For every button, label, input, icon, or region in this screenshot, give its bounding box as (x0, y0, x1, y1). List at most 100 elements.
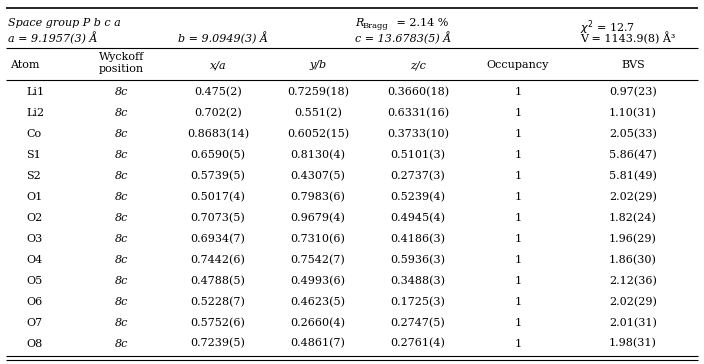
Text: 0.7239(5): 0.7239(5) (191, 339, 246, 349)
Text: 0.7073(5): 0.7073(5) (191, 213, 246, 223)
Text: 0.6934(7): 0.6934(7) (191, 234, 246, 244)
Text: 0.5017(4): 0.5017(4) (191, 192, 246, 202)
Text: 1: 1 (515, 171, 522, 181)
Text: $\chi^2$ = 12.7: $\chi^2$ = 12.7 (580, 18, 635, 37)
Text: x/a: x/a (210, 60, 226, 70)
Text: 1: 1 (515, 192, 522, 202)
Text: 0.5239(4): 0.5239(4) (391, 192, 446, 202)
Text: Atom: Atom (10, 60, 39, 70)
Text: Occupancy: Occupancy (486, 60, 549, 70)
Text: 2.02(29): 2.02(29) (609, 192, 657, 202)
Text: 1: 1 (515, 150, 522, 160)
Text: 0.7259(18): 0.7259(18) (287, 87, 349, 98)
Text: 0.4788(5): 0.4788(5) (191, 276, 246, 286)
Text: O8: O8 (26, 339, 42, 349)
Text: b = 9.0949(3) Å: b = 9.0949(3) Å (178, 32, 268, 44)
Text: 0.702(2): 0.702(2) (194, 108, 242, 119)
Text: y/b: y/b (310, 60, 327, 70)
Text: 8c: 8c (115, 276, 128, 286)
Text: 8c: 8c (115, 297, 128, 307)
Text: S1: S1 (26, 150, 41, 160)
Text: 1: 1 (515, 129, 522, 139)
Text: z/c: z/c (410, 60, 426, 70)
Text: 0.4993(6): 0.4993(6) (291, 276, 346, 286)
Text: O6: O6 (26, 297, 42, 307)
Text: O2: O2 (26, 213, 42, 223)
Text: 1.98(31): 1.98(31) (609, 339, 657, 349)
Text: 8c: 8c (115, 339, 128, 349)
Text: 0.7983(6): 0.7983(6) (291, 192, 346, 202)
Text: 1.96(29): 1.96(29) (609, 234, 657, 244)
Text: 8c: 8c (115, 255, 128, 265)
Text: 1.82(24): 1.82(24) (609, 213, 657, 223)
Text: Co: Co (26, 129, 41, 139)
Text: 0.6590(5): 0.6590(5) (191, 150, 246, 161)
Text: 1: 1 (515, 255, 522, 265)
Text: 0.5101(3): 0.5101(3) (391, 150, 446, 161)
Text: 0.5739(5): 0.5739(5) (191, 171, 246, 181)
Text: 0.4861(7): 0.4861(7) (291, 339, 346, 349)
Text: 0.2737(3): 0.2737(3) (391, 171, 446, 181)
Text: BVS: BVS (621, 60, 645, 70)
Text: 1: 1 (515, 108, 522, 118)
Text: 1: 1 (515, 339, 522, 349)
Text: 0.1725(3): 0.1725(3) (391, 297, 446, 307)
Text: 8c: 8c (115, 129, 128, 139)
Text: 0.9679(4): 0.9679(4) (291, 213, 346, 223)
Text: 0.7542(7): 0.7542(7) (291, 255, 346, 265)
Text: 0.4307(5): 0.4307(5) (291, 171, 346, 181)
Text: 8c: 8c (115, 213, 128, 223)
Text: O1: O1 (26, 192, 42, 202)
Text: Li2: Li2 (26, 108, 44, 118)
Text: O7: O7 (26, 318, 42, 328)
Text: 0.8130(4): 0.8130(4) (291, 150, 346, 161)
Text: 1: 1 (515, 318, 522, 328)
Text: O3: O3 (26, 234, 42, 244)
Text: 0.7310(6): 0.7310(6) (291, 234, 346, 244)
Text: position: position (99, 64, 144, 74)
Text: c = 13.6783(5) Å: c = 13.6783(5) Å (355, 32, 451, 44)
Text: 1: 1 (515, 213, 522, 223)
Text: 0.2660(4): 0.2660(4) (291, 317, 346, 328)
Text: 0.5228(7): 0.5228(7) (191, 297, 246, 307)
Text: 2.05(33): 2.05(33) (609, 129, 657, 139)
Text: 1.10(31): 1.10(31) (609, 108, 657, 119)
Text: 0.551(2): 0.551(2) (294, 108, 342, 119)
Text: Wyckoff: Wyckoff (99, 52, 144, 62)
Text: Bragg: Bragg (363, 22, 389, 30)
Text: 8c: 8c (115, 150, 128, 160)
Text: V = 1143.9(8) Å³: V = 1143.9(8) Å³ (580, 32, 675, 44)
Text: 0.3660(18): 0.3660(18) (387, 87, 449, 98)
Text: 8c: 8c (115, 108, 128, 118)
Text: 0.97(23): 0.97(23) (609, 87, 657, 98)
Text: 5.86(47): 5.86(47) (609, 150, 657, 161)
Text: 0.5752(6): 0.5752(6) (191, 317, 246, 328)
Text: 1: 1 (515, 276, 522, 286)
Text: 0.7442(6): 0.7442(6) (191, 255, 246, 265)
Text: O4: O4 (26, 255, 42, 265)
Text: 0.5936(3): 0.5936(3) (391, 255, 446, 265)
Text: 8c: 8c (115, 192, 128, 202)
Text: 0.3733(10): 0.3733(10) (387, 129, 449, 139)
Text: 1: 1 (515, 234, 522, 244)
Text: 0.475(2): 0.475(2) (194, 87, 242, 98)
Text: 0.2747(5): 0.2747(5) (391, 317, 446, 328)
Text: 8c: 8c (115, 318, 128, 328)
Text: 0.6052(15): 0.6052(15) (287, 129, 349, 139)
Text: S2: S2 (26, 171, 41, 181)
Text: 2.01(31): 2.01(31) (609, 317, 657, 328)
Text: = 2.14 %: = 2.14 % (393, 18, 448, 28)
Text: O5: O5 (26, 276, 42, 286)
Text: 2.12(36): 2.12(36) (609, 276, 657, 286)
Text: 0.8683(14): 0.8683(14) (187, 129, 249, 139)
Text: 0.3488(3): 0.3488(3) (391, 276, 446, 286)
Text: a = 9.1957(3) Å: a = 9.1957(3) Å (8, 32, 97, 44)
Text: 0.4623(5): 0.4623(5) (291, 297, 346, 307)
Text: 0.4186(3): 0.4186(3) (391, 234, 446, 244)
Text: R: R (355, 18, 363, 28)
Text: 1.86(30): 1.86(30) (609, 255, 657, 265)
Text: 0.2761(4): 0.2761(4) (391, 339, 446, 349)
Text: 0.4945(4): 0.4945(4) (391, 213, 446, 223)
Text: 8c: 8c (115, 87, 128, 98)
Text: 5.81(49): 5.81(49) (609, 171, 657, 181)
